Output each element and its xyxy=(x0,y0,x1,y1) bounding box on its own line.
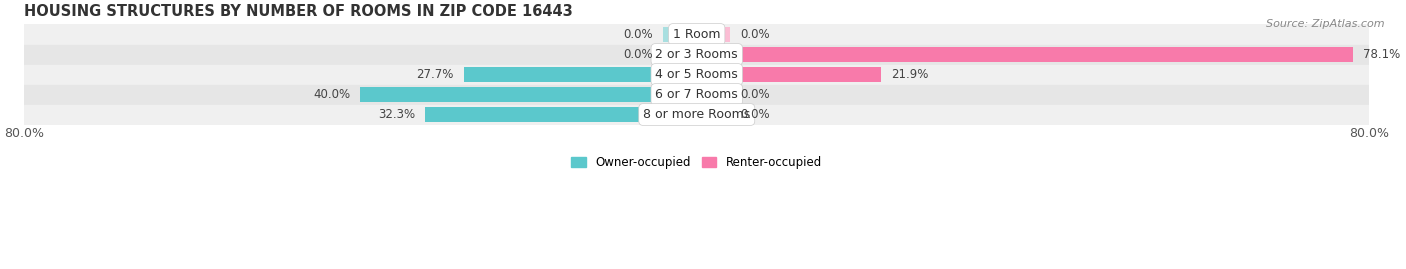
Bar xyxy=(24,84,1369,105)
Text: 0.0%: 0.0% xyxy=(741,28,770,41)
Text: 2 or 3 Rooms: 2 or 3 Rooms xyxy=(655,48,738,61)
Text: 8 or more Rooms: 8 or more Rooms xyxy=(643,108,751,121)
Text: 6 or 7 Rooms: 6 or 7 Rooms xyxy=(655,88,738,101)
Text: 21.9%: 21.9% xyxy=(891,68,928,81)
Text: Source: ZipAtlas.com: Source: ZipAtlas.com xyxy=(1267,19,1385,29)
Bar xyxy=(24,44,1369,65)
Text: 0.0%: 0.0% xyxy=(741,108,770,121)
Bar xyxy=(697,107,730,122)
Text: HOUSING STRUCTURES BY NUMBER OF ROOMS IN ZIP CODE 16443: HOUSING STRUCTURES BY NUMBER OF ROOMS IN… xyxy=(24,4,572,19)
Legend: Owner-occupied, Renter-occupied: Owner-occupied, Renter-occupied xyxy=(567,151,827,174)
Bar xyxy=(464,67,697,82)
Bar xyxy=(24,65,1369,84)
Text: 40.0%: 40.0% xyxy=(314,88,350,101)
Text: 4 or 5 Rooms: 4 or 5 Rooms xyxy=(655,68,738,81)
Text: 27.7%: 27.7% xyxy=(416,68,454,81)
Text: 32.3%: 32.3% xyxy=(378,108,415,121)
Text: 0.0%: 0.0% xyxy=(623,28,652,41)
Bar xyxy=(664,27,697,42)
Text: 0.0%: 0.0% xyxy=(623,48,652,61)
Bar xyxy=(664,47,697,62)
Text: 78.1%: 78.1% xyxy=(1364,48,1400,61)
Text: 0.0%: 0.0% xyxy=(741,88,770,101)
Bar xyxy=(360,87,697,102)
Bar xyxy=(697,47,1354,62)
Bar xyxy=(697,67,882,82)
Bar xyxy=(697,27,730,42)
Bar xyxy=(24,105,1369,125)
Bar xyxy=(697,87,730,102)
Bar xyxy=(24,24,1369,44)
Text: 1 Room: 1 Room xyxy=(673,28,720,41)
Bar xyxy=(425,107,697,122)
